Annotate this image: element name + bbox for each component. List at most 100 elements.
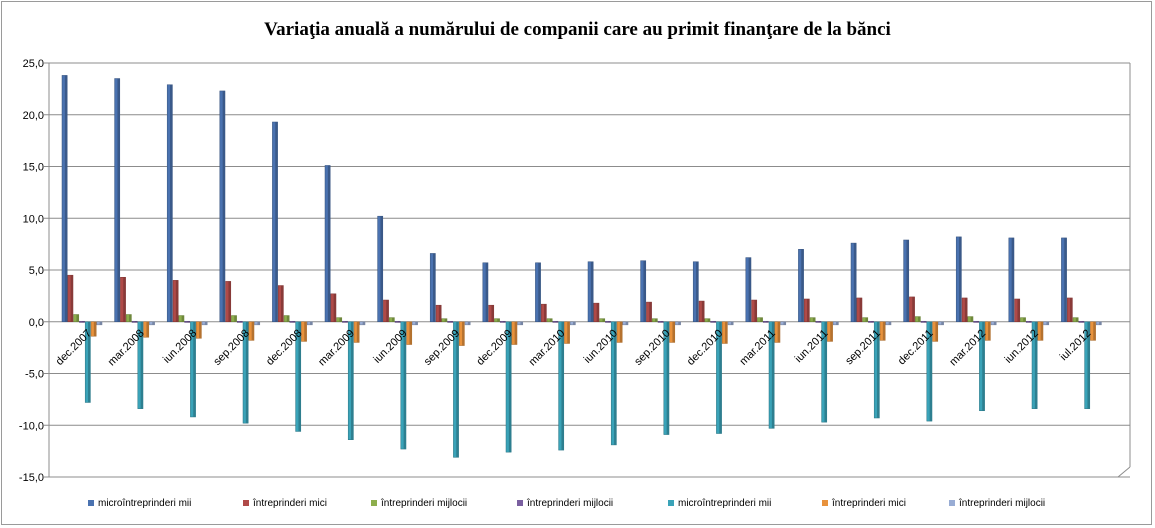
bar-microîntreprinderi-mii-dec.2008 bbox=[295, 321, 302, 432]
bar-shade bbox=[1081, 321, 1084, 323]
bar-întreprinderi-mijlocii-sep.2010 bbox=[675, 321, 681, 326]
bar-shade bbox=[327, 165, 331, 322]
bar-shade bbox=[520, 321, 523, 325]
bar-întreprinderi-mici-dec.2009 bbox=[488, 304, 495, 323]
bar-shade bbox=[181, 315, 184, 322]
bar-întreprinderi-mijlocii-sep.2011 bbox=[868, 320, 874, 323]
bar-microîntreprinderi-mii-iun.2009 bbox=[400, 321, 407, 450]
bar-întreprinderi-mijlocii-dec.2007 bbox=[79, 320, 85, 323]
bar-shade bbox=[959, 236, 962, 322]
bar-shade bbox=[619, 321, 623, 343]
bar bbox=[505, 321, 512, 453]
bar-shade bbox=[777, 321, 780, 343]
bar-întreprinderi-mijlocii-dec.2011 bbox=[938, 321, 944, 326]
bar-shade bbox=[444, 318, 447, 322]
floor-line-side bbox=[1117, 466, 1131, 478]
bar-shade bbox=[853, 243, 857, 322]
bar-microîntreprinderi-mii-iun.2008 bbox=[190, 321, 196, 418]
chart-title: Variaţia anuală a numărului de companii … bbox=[264, 19, 891, 40]
bar bbox=[464, 321, 471, 326]
y-tick-label: 25,0 bbox=[23, 58, 44, 70]
legend-item: întreprinderi mijlocii bbox=[517, 498, 613, 509]
bar-întreprinderi-mijlocii-dec.2009 bbox=[494, 318, 500, 322]
bar-shade bbox=[503, 321, 506, 323]
bar-întreprinderi-mijlocii-iul.2012 bbox=[1078, 320, 1085, 323]
bar bbox=[347, 321, 354, 440]
bar-microîntreprinderi-mii-iun.2012 bbox=[1031, 321, 1038, 409]
bar bbox=[406, 321, 413, 345]
bar-shade bbox=[678, 321, 681, 325]
bar-întreprinderi-mici-sep.2010 bbox=[669, 321, 676, 343]
bar-întreprinderi-mici-dec.2010 bbox=[698, 300, 705, 322]
bar-întreprinderi-mici-iun.2009 bbox=[383, 299, 389, 323]
bar-shade bbox=[871, 321, 874, 323]
bar-shade bbox=[193, 321, 196, 417]
legend-item: microîntreprinderi mii bbox=[88, 498, 191, 509]
bar-întreprinderi-mijlocii-mar.2010 bbox=[546, 318, 553, 322]
legend-swatch bbox=[88, 500, 94, 506]
bar-întreprinderi-mici-iun.2008 bbox=[172, 280, 179, 323]
bar-shade bbox=[1011, 237, 1014, 322]
bar-shade bbox=[456, 321, 459, 458]
bar-shade bbox=[1070, 297, 1073, 322]
bar-întreprinderi-mijlocii-sep.2009 bbox=[441, 318, 448, 322]
bar-întreprinderi-mijlocii-mar.2010 bbox=[552, 320, 559, 323]
bar-shade bbox=[766, 321, 769, 323]
bar bbox=[447, 320, 454, 323]
bar-microîntreprinderi-mii-sep.2009 bbox=[429, 253, 436, 322]
bar bbox=[254, 321, 261, 326]
bar-shade bbox=[912, 296, 915, 322]
bar-întreprinderi-mijlocii-iun.2009 bbox=[388, 317, 395, 322]
bar-întreprinderi-mijlocii-mar.2008 bbox=[131, 320, 138, 323]
legend-label: microîntreprinderi mii bbox=[98, 498, 191, 509]
bar-microîntreprinderi-mii-mar.2010 bbox=[535, 262, 541, 323]
bar-întreprinderi-mijlocii-iun.2010 bbox=[622, 321, 629, 326]
bar-shade bbox=[70, 275, 73, 322]
bar-întreprinderi-mijlocii-sep.2008 bbox=[254, 321, 261, 326]
bar-microîntreprinderi-mii-dec.2010 bbox=[716, 321, 722, 434]
bar-shade bbox=[362, 321, 365, 325]
bar-shade bbox=[175, 280, 179, 322]
bar bbox=[435, 304, 442, 323]
bar-microîntreprinderi-mii-dec.2011 bbox=[903, 239, 910, 322]
bar-întreprinderi-mici-iun.2011 bbox=[827, 321, 833, 342]
legend-item: întreprinderi mici bbox=[243, 498, 327, 509]
y-tick-label: 0,0 bbox=[29, 317, 44, 329]
bar-shade bbox=[134, 321, 138, 323]
bar-întreprinderi-mici-iun.2010 bbox=[616, 321, 623, 343]
bar-întreprinderi-mici-mar.2009 bbox=[353, 321, 360, 343]
bar bbox=[324, 165, 331, 322]
bar-shade bbox=[567, 321, 570, 344]
bar-întreprinderi-mijlocii-dec.2008 bbox=[283, 315, 290, 323]
bar-shade bbox=[888, 321, 891, 325]
bar-întreprinderi-mici-dec.2011 bbox=[932, 321, 939, 342]
bar-întreprinderi-mijlocii-dec.2007 bbox=[96, 321, 103, 326]
bar-shade bbox=[240, 321, 243, 323]
bar-shade bbox=[345, 321, 348, 323]
bar-întreprinderi-mici-dec.2011 bbox=[909, 296, 915, 323]
y-tick-label: 10,0 bbox=[23, 213, 44, 225]
bar-întreprinderi-mici-iun.2011 bbox=[803, 298, 810, 323]
bar bbox=[429, 253, 436, 322]
bar-întreprinderi-mijlocii-iun.2012 bbox=[1025, 320, 1032, 323]
bar-shade bbox=[1029, 321, 1032, 323]
bar-shade bbox=[824, 321, 827, 423]
bar-shade bbox=[625, 321, 628, 325]
bar-shade bbox=[491, 305, 494, 322]
bar-shade bbox=[818, 321, 821, 323]
bar-microîntreprinderi-mii-dec.2009 bbox=[482, 262, 489, 323]
bar-întreprinderi-mijlocii-mar.2011 bbox=[757, 317, 763, 322]
bar-shade bbox=[760, 317, 763, 322]
bar-shade bbox=[538, 262, 541, 322]
bar-întreprinderi-mijlocii-iun.2008 bbox=[201, 321, 208, 326]
bar-shade bbox=[596, 303, 599, 322]
legend-label: întreprinderi mijlocii bbox=[380, 498, 467, 509]
bar-shade bbox=[707, 318, 710, 322]
bar-microîntreprinderi-mii-dec.2011 bbox=[926, 321, 933, 422]
bar-shade bbox=[462, 321, 465, 346]
bar-microîntreprinderi-mii-mar.2008 bbox=[114, 78, 121, 323]
bar-shade bbox=[380, 216, 383, 322]
bar-shade bbox=[146, 321, 149, 338]
bar-shade bbox=[356, 321, 360, 343]
bar-shade bbox=[123, 277, 126, 322]
